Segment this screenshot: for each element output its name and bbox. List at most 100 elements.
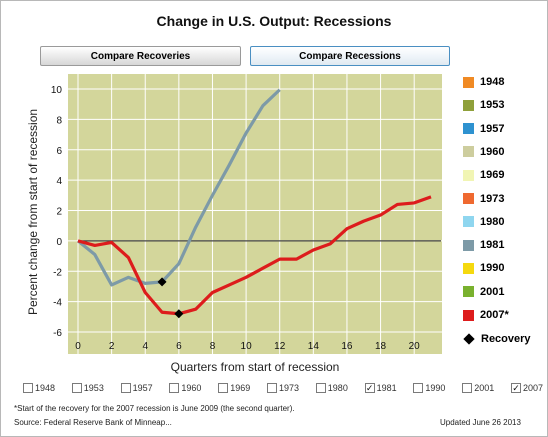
x-tick-label: 10 [241,341,253,352]
x-tick-label: 0 [75,341,81,352]
checkbox-label: 1948 [35,383,56,393]
checkbox-box[interactable]: ✓ [364,383,375,393]
legend-label: 2001 [480,285,505,298]
checkbox-label: 1981 [376,383,397,393]
y-tick-label: 8 [56,115,62,126]
legend-swatch [463,169,474,181]
legend-item-recovery: Recovery [463,332,548,346]
legend-item-1969: 1969 [463,168,548,182]
legend-label: Recovery [481,333,531,346]
legend-swatch [463,216,474,228]
series-line-2007 [77,195,432,316]
y-axis-label: Percent change from start of recession [26,109,40,315]
legend-label: 1981 [480,239,505,252]
checkbox-label: 1990 [425,383,446,393]
legend-swatch [463,146,474,158]
chart-title: Change in U.S. Output: Recessions [156,13,392,29]
checkbox-label: 1957 [132,383,153,393]
checkbox-label: 1953 [83,383,104,393]
x-tick-label: 16 [341,341,353,352]
legend-label: 1953 [480,99,505,112]
checkbox-label: 1960 [181,383,202,393]
checkbox-2001[interactable]: 2001 [462,383,494,393]
year-checkbox-row: 1948 1953 1957 1960 1969 1973 1980 ✓ 1981 1990 200… [23,383,543,397]
checkbox-label: 1969 [230,383,251,393]
x-tick-label: 12 [274,341,286,352]
legend-label: 1990 [480,262,505,275]
checkbox-box[interactable] [462,383,473,393]
y-tick-label: 2 [56,207,62,218]
legend-label: 1969 [480,169,505,182]
checkbox-box[interactable] [23,383,33,393]
checkbox-1948[interactable]: 1948 [23,383,55,393]
legend-swatch [463,286,474,298]
checkbox-2007[interactable]: ✓ 2007 [511,383,543,393]
checkbox-label: 2007 [523,383,544,393]
legend-swatch [463,262,474,274]
legend-label: 1980 [480,215,505,228]
series-line-1981 [76,88,281,287]
recovery-marker-2007 [174,309,184,319]
x-tick-label: 18 [375,341,387,352]
x-tick-label: 2 [109,341,115,352]
checkbox-1969[interactable]: 1969 [218,383,250,393]
checkbox-label: 1973 [279,383,300,393]
checkbox-box[interactable] [267,383,277,393]
checkbox-label: 1980 [327,383,348,393]
checkbox-1990[interactable]: 1990 [413,383,445,393]
legend-item-1948: 1948 [463,75,548,89]
checkbox-1973[interactable]: 1973 [267,383,299,393]
legend-item-1973: 1973 [463,192,548,206]
checkbox-1957[interactable]: 1957 [120,383,153,393]
legend-label: 1948 [480,76,505,88]
x-tick-label: 4 [142,341,148,352]
legend-swatch [463,76,474,88]
y-tick-label: 6 [56,146,62,157]
x-tick-label: 8 [210,341,216,352]
legend-label: 1960 [480,145,505,158]
checkbox-box[interactable]: ✓ [511,383,521,393]
x-axis-label: Quarters from start of recession [171,360,340,374]
legend-item-1990: 1990 [463,261,548,275]
checkbox-box[interactable] [71,383,82,393]
y-tick-label: 10 [51,85,63,96]
legend-item-1960: 1960 [463,145,548,159]
y-tick-label: 0 [56,237,62,248]
legend-swatch [463,239,474,251]
y-tick-label: -4 [53,298,62,309]
legend-item-1953: 1953 [463,98,548,112]
legend-item-2007: 2007* [463,308,548,322]
legend-item-1981: 1981 [463,238,548,252]
checkbox-box[interactable] [120,383,131,393]
checkbox-box[interactable] [218,383,229,393]
legend-swatch [463,99,474,111]
x-tick-label: 14 [308,341,320,352]
legend-item-2001: 2001 [463,285,548,299]
legend-label: 1957 [480,122,505,135]
legend-item-1957: 1957 [463,122,548,136]
black-diamond-icon [463,333,475,345]
checkbox-1980[interactable]: 1980 [315,383,348,393]
x-tick-label: 20 [409,341,421,352]
legend-swatch [463,123,474,135]
source-text: Source: Federal Reserve Bank of Minneap.… [14,418,172,427]
compare-recessions-button[interactable]: Compare Recessions [250,46,450,66]
checkbox-box[interactable] [169,383,180,393]
legend-swatch [463,309,474,321]
checkbox-1953[interactable]: 1953 [71,383,104,393]
updated-text: Updated June 26 2013 [440,418,521,427]
checkbox-box[interactable] [315,383,326,393]
checkbox-1960[interactable]: 1960 [169,383,201,393]
x-tick-label: 6 [176,341,182,352]
checkbox-box[interactable] [413,383,424,393]
y-tick-label: -2 [53,267,62,278]
checkbox-1981[interactable]: ✓ 1981 [364,383,397,393]
y-tick-label: 4 [56,176,62,187]
legend-label: 2007* [480,309,509,321]
legend-label: 1973 [480,192,505,205]
compare-recoveries-button[interactable]: Compare Recoveries [40,46,241,66]
recovery-marker-1981 [157,277,167,287]
legend-item-1980: 1980 [463,215,548,229]
legend-swatch [463,193,474,204]
